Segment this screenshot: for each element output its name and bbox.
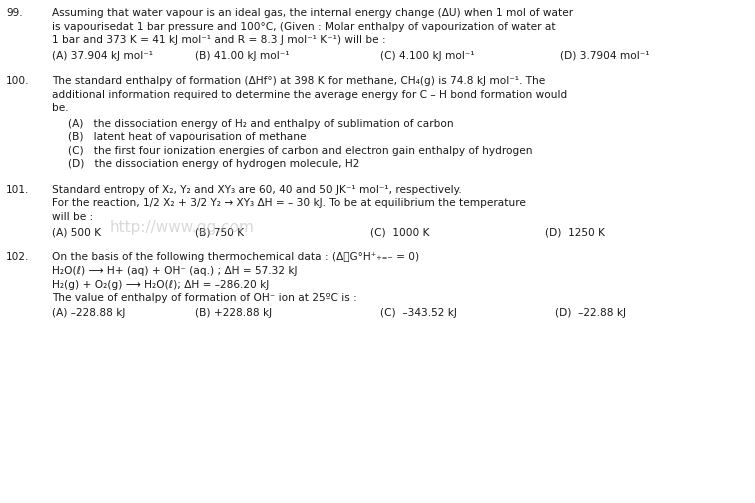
Text: 102.: 102. — [6, 253, 29, 263]
Text: (D)  1250 K: (D) 1250 K — [545, 227, 605, 237]
Text: 99.: 99. — [6, 8, 23, 18]
Text: Standard entropy of X₂, Y₂ and XY₃ are 60, 40 and 50 JK⁻¹ mol⁻¹, respectively.: Standard entropy of X₂, Y₂ and XY₃ are 6… — [52, 185, 462, 195]
Text: (B) 41.00 kJ mol⁻¹: (B) 41.00 kJ mol⁻¹ — [195, 50, 289, 60]
Text: (D) 3.7904 mol⁻¹: (D) 3.7904 mol⁻¹ — [560, 50, 649, 60]
Text: (A) 37.904 kJ mol⁻¹: (A) 37.904 kJ mol⁻¹ — [52, 50, 153, 60]
Text: http://www.gg.com: http://www.gg.com — [110, 220, 255, 235]
Text: additional information required to determine the average energy for C – H bond f: additional information required to deter… — [52, 90, 567, 100]
Text: (D)  –22.88 kJ: (D) –22.88 kJ — [555, 308, 626, 318]
Text: Assuming that water vapour is an ideal gas, the internal energy change (ΔU) when: Assuming that water vapour is an ideal g… — [52, 8, 573, 18]
Text: (A) –228.88 kJ: (A) –228.88 kJ — [52, 308, 125, 318]
Text: On the basis of the following thermochemical data : (ΔⰼG°H⁺₊₌₋ = 0): On the basis of the following thermochem… — [52, 253, 419, 263]
Text: The value of enthalpy of formation of OH⁻ ion at 25ºC is :: The value of enthalpy of formation of OH… — [52, 293, 357, 303]
Text: For the reaction, 1/2 X₂ + 3/2 Y₂ → XY₃ ΔH = – 30 kJ. To be at equilibrium the t: For the reaction, 1/2 X₂ + 3/2 Y₂ → XY₃ … — [52, 198, 526, 208]
Text: H₂O(ℓ) ⟶ H+ (aq) + OH⁻ (aq.) ; ΔH = 57.32 kJ: H₂O(ℓ) ⟶ H+ (aq) + OH⁻ (aq.) ; ΔH = 57.3… — [52, 266, 297, 276]
Text: will be :: will be : — [52, 211, 94, 221]
Text: (A) 500 K: (A) 500 K — [52, 227, 101, 237]
Text: is vapourisedat 1 bar pressure and 100°C, (Given : Molar enthalpy of vapourizati: is vapourisedat 1 bar pressure and 100°C… — [52, 22, 556, 32]
Text: (C)   the first four ionization energies of carbon and electron gain enthalpy of: (C) the first four ionization energies o… — [68, 145, 532, 155]
Text: (C)  –343.52 kJ: (C) –343.52 kJ — [380, 308, 457, 318]
Text: (C) 4.100 kJ mol⁻¹: (C) 4.100 kJ mol⁻¹ — [380, 50, 475, 60]
Text: (B) +228.88 kJ: (B) +228.88 kJ — [195, 308, 272, 318]
Text: 1 bar and 373 K = 41 kJ mol⁻¹ and R = 8.3 J mol⁻¹ K⁻¹) will be :: 1 bar and 373 K = 41 kJ mol⁻¹ and R = 8.… — [52, 35, 386, 45]
Text: H₂(g) + O₂(g) ⟶ H₂O(ℓ); ΔH = –286.20 kJ: H₂(g) + O₂(g) ⟶ H₂O(ℓ); ΔH = –286.20 kJ — [52, 280, 270, 290]
Text: be.: be. — [52, 103, 69, 113]
Text: 100.: 100. — [6, 76, 29, 86]
Text: (D)   the dissociation energy of hydrogen molecule, H2: (D) the dissociation energy of hydrogen … — [68, 159, 359, 169]
Text: (B)   latent heat of vapourisation of methane: (B) latent heat of vapourisation of meth… — [68, 132, 307, 142]
Text: 101.: 101. — [6, 185, 29, 195]
Text: The standard enthalpy of formation (ΔHf°) at 398 K for methane, CH₄(g) is 74.8 k: The standard enthalpy of formation (ΔHf°… — [52, 76, 545, 86]
Text: (A)   the dissociation energy of H₂ and enthalpy of sublimation of carbon: (A) the dissociation energy of H₂ and en… — [68, 119, 454, 128]
Text: (B) 750 K: (B) 750 K — [195, 227, 244, 237]
Text: (C)  1000 K: (C) 1000 K — [370, 227, 430, 237]
